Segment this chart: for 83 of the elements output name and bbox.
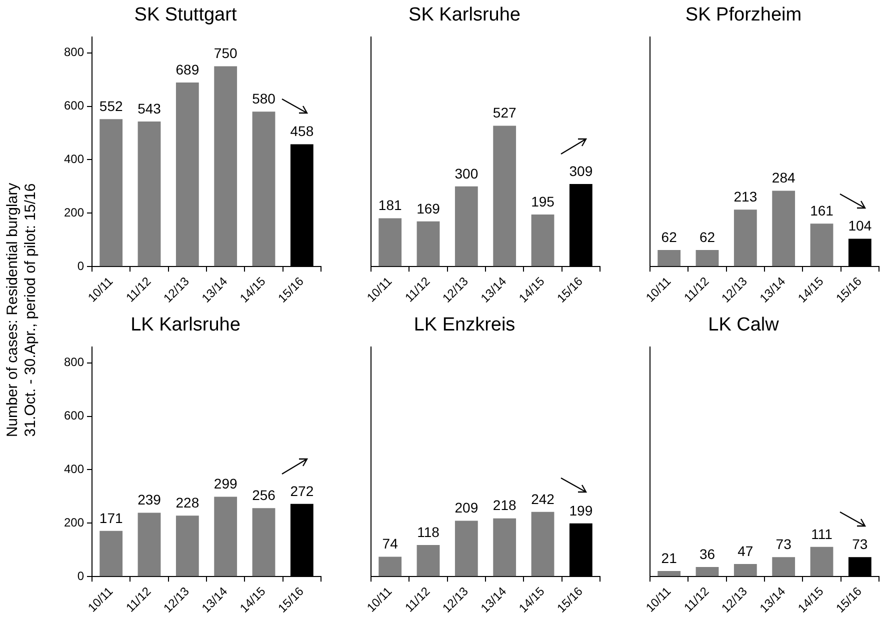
bar	[176, 516, 199, 576]
bar	[100, 530, 123, 576]
chart-title: SK Stuttgart	[134, 4, 238, 26]
y-tick-label: 400	[64, 462, 84, 476]
data-label: 239	[138, 492, 162, 508]
data-label: 195	[531, 193, 555, 210]
bar	[454, 520, 478, 576]
bar	[252, 508, 276, 576]
bar	[214, 66, 238, 266]
data-label: 21	[661, 550, 678, 566]
y-tick-label: 600	[64, 408, 84, 423]
data-label: 218	[492, 497, 516, 514]
bar	[734, 564, 757, 576]
data-label: 181	[378, 197, 402, 214]
bar	[138, 122, 161, 266]
bar	[214, 496, 238, 576]
y-tick-label: 0	[77, 258, 84, 273]
bar	[696, 250, 719, 266]
chart-title: LK Calw	[708, 314, 780, 336]
bar	[176, 82, 199, 266]
bar	[100, 119, 123, 266]
data-label: 73	[776, 536, 792, 552]
bar	[378, 556, 402, 576]
data-label: 62	[699, 228, 716, 245]
bar	[810, 224, 834, 266]
data-label: 73	[852, 536, 868, 552]
data-label: 300	[454, 165, 478, 182]
bar	[696, 566, 719, 576]
bar	[378, 218, 402, 266]
bar	[658, 570, 681, 576]
bar	[454, 186, 478, 266]
data-label: 74	[382, 536, 398, 552]
data-label: 242	[531, 490, 555, 507]
bar	[734, 210, 757, 266]
data-label: 111	[811, 526, 833, 542]
bar	[493, 126, 516, 266]
data-label: 228	[176, 494, 200, 511]
bar	[138, 512, 161, 576]
data-label: 118	[417, 524, 440, 540]
data-label: 62	[661, 228, 678, 245]
data-label: 543	[138, 100, 162, 116]
y-tick-label: 800	[64, 355, 84, 370]
bar	[252, 112, 276, 266]
bar	[810, 546, 834, 576]
chart-title: LK Karlsruhe	[130, 314, 240, 336]
data-label: 47	[738, 542, 754, 559]
chart-title: LK Enzkreis	[414, 314, 516, 336]
bar	[658, 250, 681, 266]
data-label: 299	[214, 476, 238, 492]
data-label: 527	[492, 104, 516, 121]
data-label: 104	[848, 218, 872, 234]
data-label: 256	[252, 487, 276, 504]
data-label: 169	[416, 200, 440, 216]
y-tick-label: 200	[64, 205, 84, 220]
data-label: 689	[176, 61, 200, 78]
y-tick-label: 600	[64, 98, 84, 113]
y-tick-label: 200	[64, 515, 84, 530]
y-tick-label: 400	[64, 152, 84, 166]
data-label: 272	[290, 482, 314, 499]
data-label: 458	[290, 123, 314, 140]
data-label: 284	[772, 170, 796, 186]
bar	[772, 557, 796, 576]
data-label: 199	[569, 502, 593, 518]
chart-title: SK Karlsruhe	[408, 4, 520, 26]
data-label: 209	[454, 500, 478, 516]
data-label: 171	[99, 510, 123, 526]
y-axis-title: Number of cases: Residential burglary 31.Oct. - 30.Apr., period of pilot: 15/16	[4, 182, 40, 438]
bar	[772, 190, 796, 266]
bar	[531, 512, 554, 576]
bar	[416, 221, 440, 266]
y-tick-label: 800	[64, 45, 84, 60]
data-label: 580	[252, 90, 276, 106]
data-label: 36	[699, 546, 716, 562]
data-label: 750	[214, 45, 238, 62]
bar	[416, 545, 440, 576]
y-tick-label: 0	[77, 568, 84, 583]
data-label: 161	[810, 202, 834, 218]
data-label: 309	[569, 162, 593, 179]
bar	[493, 518, 516, 576]
bar	[531, 214, 554, 266]
data-label: 213	[734, 188, 758, 205]
chart-title: SK Pforzheim	[685, 4, 802, 26]
data-label: 552	[99, 98, 123, 114]
